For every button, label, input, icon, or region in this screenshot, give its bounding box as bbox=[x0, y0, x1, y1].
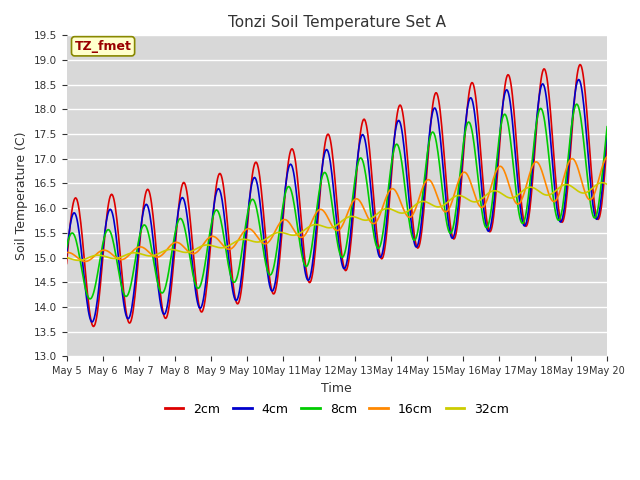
Line: 32cm: 32cm bbox=[67, 183, 607, 260]
2cm bbox=[212, 184, 220, 190]
Text: TZ_fmet: TZ_fmet bbox=[75, 40, 131, 53]
4cm bbox=[63, 252, 70, 258]
2cm bbox=[184, 193, 191, 199]
32cm bbox=[598, 180, 605, 186]
8cm bbox=[86, 296, 93, 302]
8cm bbox=[403, 203, 411, 208]
32cm bbox=[129, 250, 136, 256]
32cm bbox=[403, 209, 411, 215]
2cm bbox=[90, 324, 97, 329]
32cm bbox=[75, 257, 83, 263]
8cm bbox=[72, 239, 80, 244]
4cm bbox=[72, 214, 80, 219]
Line: 8cm: 8cm bbox=[67, 104, 607, 299]
Title: Tonzi Soil Temperature Set A: Tonzi Soil Temperature Set A bbox=[228, 15, 446, 30]
4cm bbox=[129, 299, 136, 305]
Legend: 2cm, 4cm, 8cm, 16cm, 32cm: 2cm, 4cm, 8cm, 16cm, 32cm bbox=[159, 398, 514, 420]
16cm bbox=[212, 235, 220, 240]
4cm bbox=[212, 190, 220, 196]
8cm bbox=[63, 245, 70, 251]
Line: 16cm: 16cm bbox=[67, 157, 607, 262]
16cm bbox=[129, 248, 136, 254]
32cm bbox=[419, 199, 427, 204]
Y-axis label: Soil Temperature (C): Soil Temperature (C) bbox=[15, 132, 28, 260]
16cm bbox=[419, 184, 427, 190]
16cm bbox=[72, 254, 80, 260]
4cm bbox=[403, 177, 411, 182]
16cm bbox=[403, 213, 411, 219]
32cm bbox=[604, 181, 611, 187]
2cm bbox=[63, 261, 70, 266]
2cm bbox=[403, 151, 411, 157]
2cm bbox=[129, 311, 136, 316]
8cm bbox=[184, 240, 191, 246]
16cm bbox=[81, 259, 89, 264]
32cm bbox=[212, 244, 220, 250]
16cm bbox=[63, 250, 70, 255]
Line: 4cm: 4cm bbox=[67, 80, 607, 322]
16cm bbox=[184, 248, 191, 254]
4cm bbox=[184, 216, 191, 222]
8cm bbox=[573, 101, 581, 107]
8cm bbox=[604, 124, 611, 130]
16cm bbox=[604, 154, 611, 160]
2cm bbox=[419, 217, 427, 223]
Line: 2cm: 2cm bbox=[67, 65, 607, 326]
2cm bbox=[604, 138, 611, 144]
4cm bbox=[419, 204, 427, 210]
4cm bbox=[575, 77, 582, 83]
2cm bbox=[576, 62, 584, 68]
32cm bbox=[72, 257, 80, 263]
4cm bbox=[88, 319, 96, 325]
32cm bbox=[184, 250, 191, 255]
8cm bbox=[212, 207, 220, 213]
32cm bbox=[63, 254, 70, 260]
8cm bbox=[129, 273, 136, 278]
8cm bbox=[419, 189, 427, 195]
2cm bbox=[72, 195, 80, 201]
4cm bbox=[604, 128, 611, 133]
X-axis label: Time: Time bbox=[321, 382, 352, 395]
